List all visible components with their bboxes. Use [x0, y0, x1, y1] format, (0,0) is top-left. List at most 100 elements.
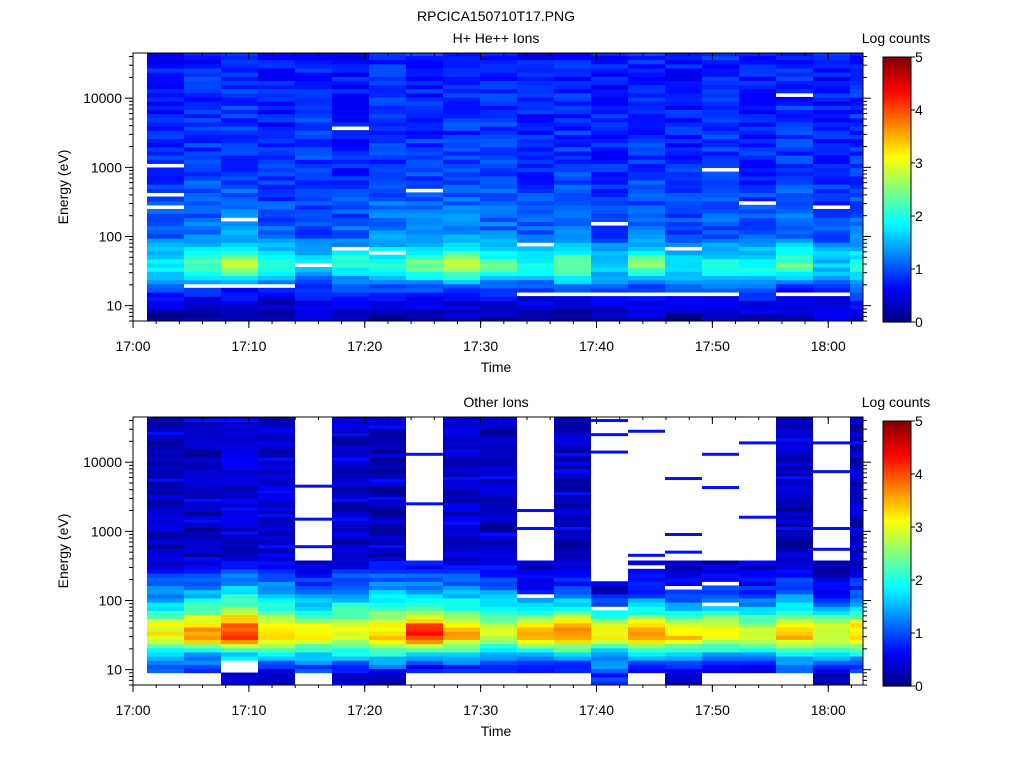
- heatmap-cell: [628, 200, 665, 206]
- heatmap-cell: [628, 121, 665, 127]
- heatmap-cell: [221, 213, 258, 218]
- heatmap-cell: [184, 568, 221, 574]
- heatmap-cell: [147, 494, 184, 499]
- colorbar-swatch: [883, 577, 911, 581]
- colorbar-swatch: [883, 149, 911, 153]
- heatmap-cell: [554, 63, 591, 69]
- heatmap-cell: [554, 53, 591, 57]
- heatmap-cell: [554, 572, 591, 578]
- heatmap-cell: [258, 113, 295, 119]
- heatmap-cell: [406, 631, 443, 636]
- heatmap-cell: [406, 296, 443, 301]
- heatmap-cell: [221, 427, 258, 433]
- heatmap-cell: [813, 602, 850, 607]
- heatmap-cell: [295, 572, 332, 578]
- heatmap-cell: [665, 622, 702, 628]
- heatmap-cell: [369, 88, 406, 94]
- heatmap-cell: [517, 597, 554, 603]
- heatmap-cell: [628, 53, 665, 57]
- heatmap-cell: [332, 200, 369, 206]
- colorbar-tick-label: 2: [915, 572, 923, 588]
- heatmap-cell: [480, 568, 517, 574]
- heatmap-cell: [258, 664, 295, 670]
- heatmap-cell: [332, 489, 369, 495]
- heatmap-cell: [739, 262, 776, 268]
- heatmap-cell: [665, 88, 702, 94]
- heatmap-cell: [221, 155, 258, 160]
- heatmap-cell: [147, 105, 184, 110]
- heatmap-cell: [813, 171, 850, 177]
- heatmap-cell: [850, 631, 863, 636]
- heatmap-cell: [665, 134, 702, 140]
- heatmap-cell: [480, 417, 517, 421]
- heatmap-cell: [147, 506, 184, 512]
- heatmap-cell: [332, 651, 369, 657]
- heatmap-cell: [517, 610, 554, 616]
- colorbar-swatch: [883, 630, 911, 634]
- colorbar-swatch: [883, 123, 911, 127]
- heatmap-cell: [813, 618, 850, 624]
- heatmap-cell: [443, 568, 480, 574]
- heatmap-cell: [332, 680, 369, 685]
- heatmap-cell: [554, 589, 591, 595]
- heatmap-cell: [147, 469, 184, 474]
- colorbar-swatch: [883, 436, 911, 441]
- heatmap-cell: [147, 465, 184, 470]
- heatmap-cell: [332, 668, 369, 674]
- heatmap-cell: [517, 602, 554, 607]
- heatmap-cell: [443, 171, 480, 177]
- heatmap-cell: [147, 456, 184, 462]
- heatmap-cell: [406, 63, 443, 69]
- heatmap-cell: [702, 312, 739, 318]
- heatmap-cell: [776, 655, 813, 661]
- colorbar-swatch: [883, 619, 911, 623]
- heatmap-cell: [332, 316, 369, 321]
- heatmap-cell: [184, 456, 221, 462]
- heatmap-cell: [480, 67, 517, 73]
- heatmap-cell: [369, 217, 406, 223]
- heatmap-cell: [443, 229, 480, 235]
- heatmap-cell: [184, 142, 221, 148]
- heatmap-cell: [480, 444, 517, 450]
- heatmap-cell: [147, 92, 184, 98]
- heatmap-cell: [480, 192, 517, 198]
- heatmap-cell: [517, 606, 554, 611]
- heatmap-cell: [147, 560, 184, 566]
- heatmap-cell: [443, 121, 480, 127]
- x-tick-label: 17:50: [695, 338, 730, 354]
- heatmap-cell: [702, 622, 739, 628]
- heatmap-cell: [665, 67, 702, 73]
- heatmap-cell: [702, 626, 739, 632]
- heatmap-cell: [480, 80, 517, 86]
- heatmap-cell: [702, 80, 739, 86]
- heatmap-cell: [406, 635, 443, 640]
- colorbar-swatch: [883, 468, 911, 472]
- heatmap-cell: [295, 96, 332, 102]
- heatmap-cell: [258, 192, 295, 198]
- heatmap-cell: [258, 423, 295, 429]
- heatmap-cell: [739, 105, 776, 110]
- heatmap-cell: [221, 296, 258, 301]
- heatmap-cell: [295, 179, 332, 185]
- colorbar-swatch: [883, 582, 911, 586]
- heatmap-cell: [813, 568, 850, 574]
- heatmap-cell: [665, 312, 702, 318]
- heatmap-cell: [850, 254, 863, 260]
- heatmap-cell: [443, 626, 480, 632]
- heatmap-cell: [628, 622, 665, 628]
- heatmap-cell: [739, 651, 776, 657]
- heatmap-cell: [443, 163, 480, 169]
- heatmap-cell: [480, 593, 517, 599]
- heatmap-cell: [776, 134, 813, 140]
- heatmap-cell: [628, 179, 665, 185]
- heatmap-cell: [406, 146, 443, 152]
- colorbar-swatch: [883, 300, 911, 305]
- y-axis-label: Energy (eV): [55, 150, 71, 225]
- heatmap-cell: [628, 429, 665, 433]
- heatmap-cell: [591, 101, 628, 106]
- heatmap-cell: [480, 225, 517, 231]
- heatmap-cell: [517, 142, 554, 148]
- heatmap-cell: [221, 639, 258, 645]
- heatmap-cell: [369, 560, 406, 566]
- heatmap-cell: [554, 444, 591, 450]
